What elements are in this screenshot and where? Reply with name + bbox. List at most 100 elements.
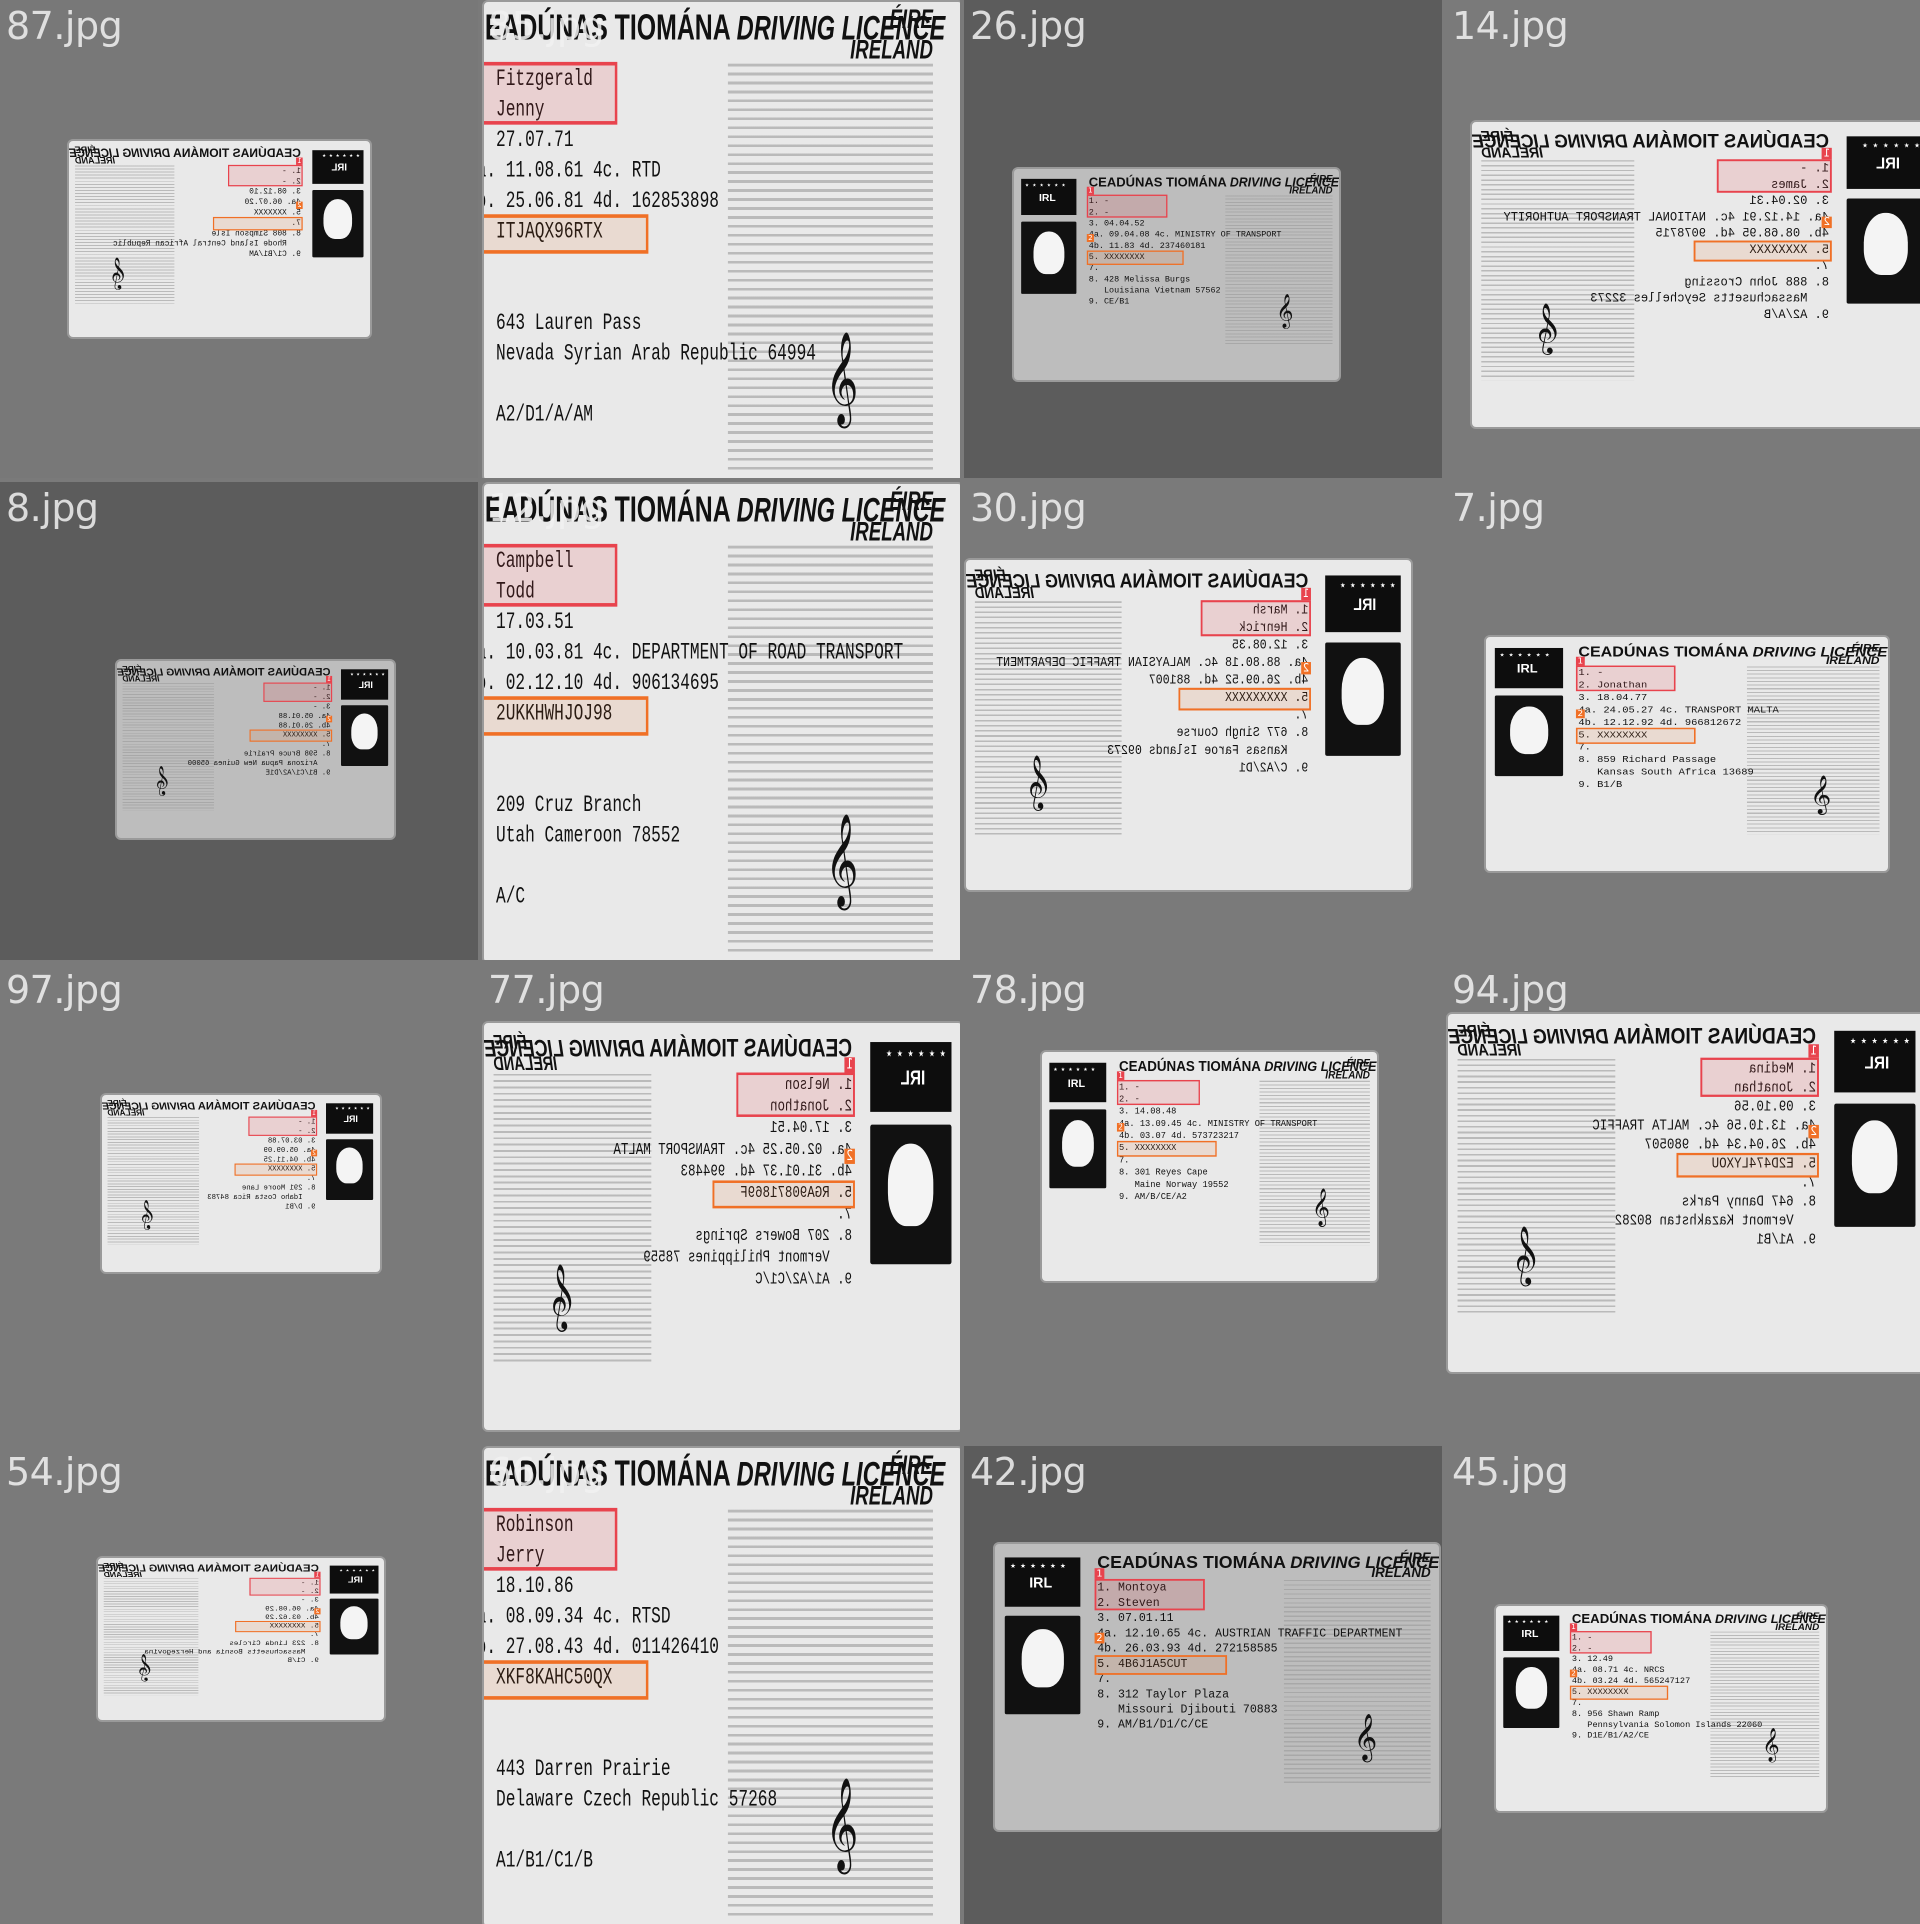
harp-icon: 𝄞 (550, 1265, 577, 1329)
eu-flag-icon: IRL (1325, 575, 1401, 633)
detection-box-name[interactable]: 1 (1700, 1043, 1819, 1097)
class-label-1: 1 (1576, 656, 1586, 666)
detection-box-name[interactable]: 1 (484, 1507, 618, 1571)
detection-box-number[interactable]: 2 (1094, 1632, 1227, 1675)
eu-flag-icon: IRL (312, 149, 364, 184)
detection-box-number[interactable]: 2 (249, 715, 332, 742)
eu-flag-icon: IRL (326, 1103, 374, 1134)
fine-print (1283, 1579, 1431, 1786)
country-label: ÉIRE IRELAND (1371, 1549, 1431, 1580)
detection-box-name[interactable]: 1 (1086, 187, 1168, 218)
harp-icon: 𝄞 (1353, 1714, 1377, 1760)
detection-box-name[interactable]: 1 (263, 676, 332, 702)
detection-box-name[interactable]: 1 (1094, 1568, 1205, 1610)
detection-box-number[interactable]: 2 (1676, 1124, 1819, 1178)
harp-icon: 𝄞 (1810, 776, 1832, 813)
holder-photo (1004, 1615, 1081, 1714)
holder-photo (312, 189, 364, 257)
detection-box-number[interactable]: 2 (1693, 216, 1832, 262)
holder-photo (1020, 221, 1077, 295)
detection-box-name[interactable]: 1 (1117, 1071, 1201, 1106)
detection-box-number[interactable]: 2 (1569, 1669, 1668, 1700)
detection-box-name[interactable]: 1 (484, 543, 618, 607)
tile-filename: 7.jpg (1452, 486, 1545, 530)
class-label-2: 2 (313, 1607, 321, 1615)
fine-print (727, 545, 933, 958)
detection-box-name[interactable]: 1 (736, 1057, 855, 1118)
harp-icon: 𝄞 (1276, 294, 1294, 328)
tile-filename: 54.jpg (6, 1450, 123, 1494)
detection-box-name[interactable]: 1 (1576, 657, 1676, 692)
eu-flag-icon: IRL (329, 1565, 379, 1594)
licence-fields: 1. Montoya 2. Steven 3. 07.01.11 4a. 12.… (1096, 1580, 1403, 1731)
detection-box-number[interactable]: 2 (1178, 662, 1311, 711)
harp-icon: 𝄞 (1312, 1188, 1331, 1225)
class-label-2: 2 (1576, 709, 1586, 719)
class-label-2: 2 (1569, 1669, 1577, 1678)
tile-filename: 87.jpg (6, 4, 123, 48)
class-label-1: 1 (1094, 1567, 1105, 1579)
eu-flag-icon: IRL (870, 1042, 952, 1113)
class-label-1: 1 (1569, 1622, 1577, 1631)
detection-box-number[interactable]: 2 (484, 214, 649, 254)
detection-box-name[interactable]: 1 (484, 61, 618, 125)
detection-box-number[interactable]: 2 (484, 696, 649, 736)
detection-box-name[interactable]: 1 (248, 1110, 318, 1136)
harp-icon: 𝄞 (1028, 756, 1052, 809)
detection-box-number[interactable]: 2 (212, 201, 303, 231)
detection-box-name[interactable]: 1 (227, 157, 303, 186)
licence-fields: 1. Campbell 2. Todd 3. 17.03.51 4a. 10.0… (484, 547, 904, 910)
detection-box-number[interactable]: 2 (1117, 1123, 1218, 1157)
card-title: CEADÚNAS TIOMÁNA DRIVING LICENCE (1571, 1611, 1826, 1626)
licence-fields: 1. - 2. - 3. 14.08.48 4a. 13.09.45 4c. M… (1119, 1081, 1318, 1202)
class-label-1: 1 (313, 1571, 321, 1578)
class-label-1: 1 (1808, 1043, 1819, 1058)
eu-flag-icon: IRL (1846, 135, 1920, 189)
country-label: ÉIRE IRELAND (1481, 128, 1543, 161)
detection-box-number[interactable]: 2 (1576, 709, 1696, 744)
class-label-1: 1 (1821, 146, 1832, 159)
detection-box-number[interactable]: 2 (234, 1608, 321, 1633)
card-title: CEADÚNAS TIOMÁNA DRIVING LICENCE (1088, 175, 1339, 190)
holder-photo (870, 1124, 952, 1265)
holder-photo (1049, 1109, 1107, 1189)
class-label-2: 2 (1094, 1631, 1105, 1644)
detection-box-name[interactable]: 1 (1200, 588, 1311, 637)
detection-box-name[interactable]: 1 (249, 1571, 321, 1596)
holder-photo (340, 705, 388, 766)
card-title: CEADÚNAS TIOMÁNA DRIVING LICENCE (1578, 643, 1888, 660)
country-label: ÉIRE IRELAND (1775, 1610, 1820, 1632)
detection-box-number[interactable]: 2 (1086, 234, 1184, 266)
holder-photo (1325, 642, 1401, 757)
tile-filename: 42.jpg (970, 1450, 1087, 1494)
card-title: CEADÚNAS TIOMÁNA DRIVING LICENCE (1119, 1058, 1377, 1075)
detection-box-number[interactable]: 2 (712, 1148, 855, 1209)
detection-box-name[interactable]: 1 (1716, 147, 1832, 193)
licence-fields: 1. Fitzgerald 2. Jenny 3. 27.07.71 4a. 1… (484, 65, 816, 428)
detection-box-name[interactable]: 1 (1569, 1623, 1652, 1654)
harp-icon: 𝄞 (825, 815, 859, 906)
class-label-1: 1 (295, 156, 303, 165)
detection-box-number[interactable]: 2 (484, 1660, 649, 1700)
detection-box-number[interactable]: 2 (234, 1149, 318, 1176)
country-label: ÉIRE IRELAND (122, 664, 160, 684)
